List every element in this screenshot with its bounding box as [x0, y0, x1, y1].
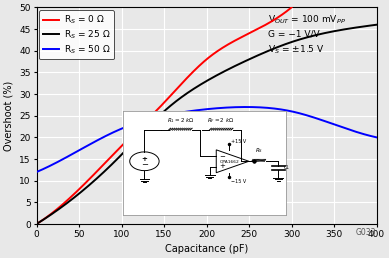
Legend: R$_S$ = 0 Ω, R$_S$ = 25 Ω, R$_S$ = 50 Ω: R$_S$ = 0 Ω, R$_S$ = 25 Ω, R$_S$ = 50 Ω [39, 10, 114, 59]
Text: V$_{OUT}$ = 100 mV$_{PP}$
G = −1 V/V
V$_S$ = ±1.5 V: V$_{OUT}$ = 100 mV$_{PP}$ G = −1 V/V V$_… [268, 14, 345, 56]
X-axis label: Capacitance (pF): Capacitance (pF) [165, 244, 248, 254]
Text: G033: G033 [356, 228, 377, 237]
Y-axis label: Overshoot (%): Overshoot (%) [4, 80, 14, 151]
